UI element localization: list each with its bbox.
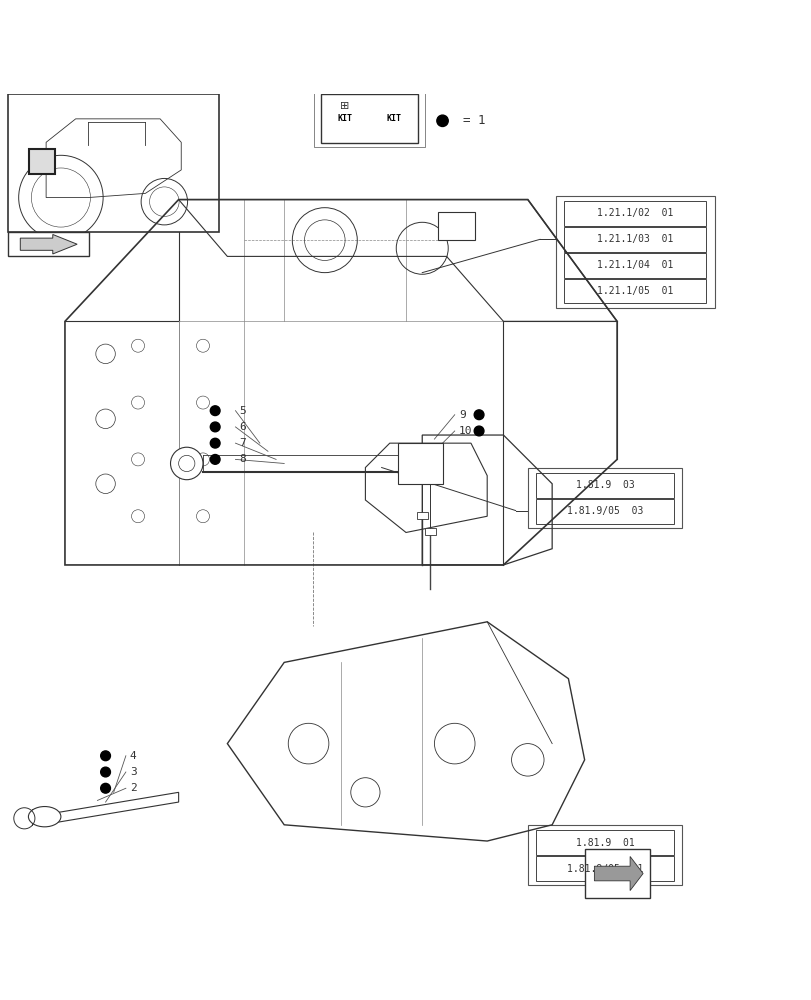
Text: 1.21.1/03  01: 1.21.1/03 01 xyxy=(596,234,673,244)
Circle shape xyxy=(101,767,110,777)
Bar xyxy=(314,90,424,147)
Bar xyxy=(320,94,418,143)
Text: KIT: KIT xyxy=(386,114,401,123)
Text: ⊞: ⊞ xyxy=(340,101,350,111)
Polygon shape xyxy=(594,856,642,891)
Bar xyxy=(8,232,89,256)
Text: 1.21.1/04  01: 1.21.1/04 01 xyxy=(596,260,673,270)
Bar xyxy=(535,830,673,855)
Circle shape xyxy=(210,406,220,416)
Text: 6: 6 xyxy=(239,422,246,432)
Bar xyxy=(584,849,649,898)
Circle shape xyxy=(170,447,203,480)
Bar xyxy=(424,528,436,535)
Bar xyxy=(564,201,706,226)
Text: 10: 10 xyxy=(458,426,472,436)
Text: 1.21.1/05  01: 1.21.1/05 01 xyxy=(596,286,673,296)
Text: 1.21.1/02  01: 1.21.1/02 01 xyxy=(596,208,673,218)
Bar xyxy=(564,227,706,252)
Bar xyxy=(535,856,673,881)
Bar xyxy=(438,212,474,240)
Text: 7: 7 xyxy=(239,438,246,448)
Text: 4: 4 xyxy=(130,751,136,761)
Text: 2: 2 xyxy=(130,783,136,793)
Circle shape xyxy=(210,422,220,432)
Ellipse shape xyxy=(28,807,61,827)
Circle shape xyxy=(474,426,483,436)
Text: 8: 8 xyxy=(239,454,246,464)
Circle shape xyxy=(101,751,110,761)
Bar xyxy=(397,443,442,484)
Circle shape xyxy=(436,115,448,126)
Text: 9: 9 xyxy=(458,410,465,420)
Circle shape xyxy=(210,455,220,464)
Bar xyxy=(556,196,714,308)
Bar xyxy=(564,253,706,278)
Bar xyxy=(535,473,673,498)
Bar xyxy=(8,94,219,232)
Circle shape xyxy=(101,783,110,793)
Bar xyxy=(416,512,427,519)
Text: 1.81.9  03: 1.81.9 03 xyxy=(575,480,633,490)
Bar xyxy=(564,279,706,303)
Text: 1.81.9  01: 1.81.9 01 xyxy=(575,838,633,848)
Bar xyxy=(535,499,673,524)
Text: 3: 3 xyxy=(130,767,136,777)
Text: 1.81.9/05  01: 1.81.9/05 01 xyxy=(566,864,642,874)
Circle shape xyxy=(474,410,483,420)
Text: 5: 5 xyxy=(239,406,246,416)
Bar xyxy=(527,468,681,528)
Text: 1.81.9/05  03: 1.81.9/05 03 xyxy=(566,506,642,516)
Text: KIT: KIT xyxy=(337,114,352,123)
Polygon shape xyxy=(20,234,77,254)
Bar xyxy=(527,825,681,885)
Circle shape xyxy=(210,438,220,448)
Text: = 1: = 1 xyxy=(462,114,485,127)
Bar xyxy=(29,149,54,174)
